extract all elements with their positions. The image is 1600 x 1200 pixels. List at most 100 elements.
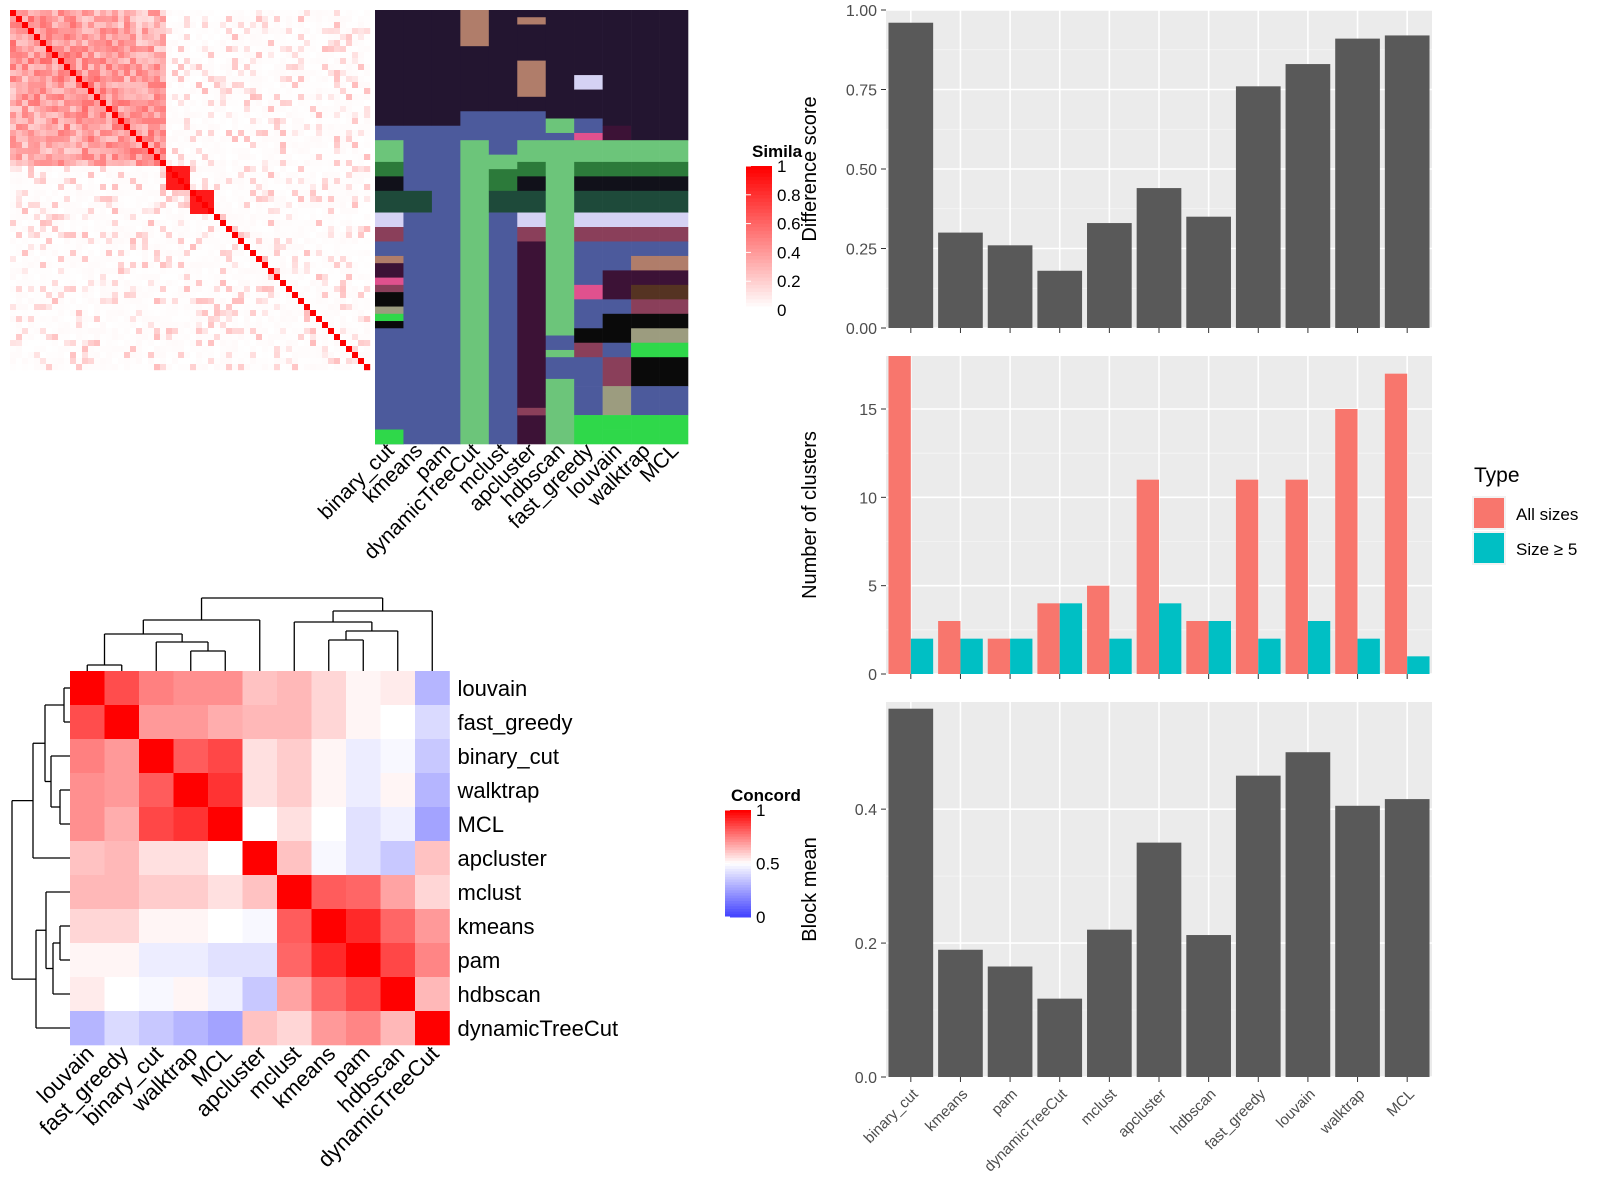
sim-cell xyxy=(148,124,155,131)
sim-cell xyxy=(172,46,179,53)
sim-cell xyxy=(70,94,77,101)
sim-cell xyxy=(340,82,347,89)
sim-cell xyxy=(358,94,365,101)
sim-cell xyxy=(298,112,305,119)
sim-cell xyxy=(214,262,221,269)
sim-cell xyxy=(160,304,167,311)
sim-cell xyxy=(46,142,53,149)
bar-all-sizes xyxy=(888,356,911,674)
sim-cell xyxy=(136,136,143,143)
sim-cell xyxy=(208,112,215,119)
sim-cell xyxy=(220,16,227,23)
sim-cell xyxy=(148,358,155,365)
sim-cell xyxy=(40,118,47,125)
sim-cell xyxy=(346,106,353,113)
sim-cell xyxy=(280,58,287,65)
sim-cell xyxy=(70,52,77,59)
sim-cell xyxy=(226,280,233,287)
sim-cell xyxy=(172,256,179,263)
sim-cell xyxy=(196,10,203,17)
sim-cell xyxy=(250,292,257,299)
sim-cell xyxy=(136,172,143,179)
sim-cell xyxy=(100,292,107,299)
sim-cell xyxy=(16,40,23,47)
sim-cell xyxy=(64,286,71,293)
sim-cell xyxy=(52,88,59,95)
sim-cell xyxy=(124,112,131,119)
sim-cell xyxy=(112,142,119,149)
sim-cell xyxy=(298,202,305,209)
sim-cell xyxy=(346,154,353,161)
method-grid-cell xyxy=(517,96,547,112)
sim-cell xyxy=(220,46,227,53)
sim-cell xyxy=(40,10,47,17)
concordance-cell xyxy=(208,909,243,944)
sim-cell xyxy=(16,136,23,143)
sim-cell xyxy=(184,292,191,299)
concordance-heatmap xyxy=(70,671,450,1046)
concordance-cell xyxy=(380,909,416,944)
sim-cell xyxy=(76,184,83,191)
sim-cell xyxy=(244,136,251,143)
sim-cell xyxy=(364,220,371,227)
sim-cell xyxy=(292,52,299,59)
conc-legend-swatch xyxy=(725,860,751,864)
sim-cell xyxy=(352,136,359,143)
bar xyxy=(938,232,983,328)
sim-cell xyxy=(70,172,77,179)
sim-cell xyxy=(250,22,257,29)
sim-cell xyxy=(82,262,89,269)
sim-cell xyxy=(100,130,107,137)
sim-cell xyxy=(100,256,107,263)
sim-cell xyxy=(304,118,311,125)
sim-cell xyxy=(184,244,191,251)
sim-cell xyxy=(70,250,77,257)
sim-cell xyxy=(22,322,29,329)
sim-cell xyxy=(160,160,167,167)
sim-cell xyxy=(268,160,275,167)
sim-cell xyxy=(82,226,89,233)
sim-cell xyxy=(52,40,59,47)
sim-cell xyxy=(76,178,83,185)
sim-cell xyxy=(52,310,59,317)
sim-cell xyxy=(88,226,95,233)
sim-cell xyxy=(184,40,191,47)
sim-cell xyxy=(352,232,359,239)
sim-cell xyxy=(184,202,191,209)
sim-cell xyxy=(58,220,65,227)
sim-cell xyxy=(10,34,17,41)
bar xyxy=(1335,38,1380,329)
sim-cell xyxy=(94,40,101,47)
sim-cell xyxy=(268,130,275,137)
sim-cell xyxy=(184,100,191,107)
sim-cell xyxy=(256,346,263,353)
method-grid-cell xyxy=(574,212,603,228)
sim-cell xyxy=(112,112,119,119)
sim-cell xyxy=(358,232,365,239)
sim-cell xyxy=(244,88,251,95)
sim-cell xyxy=(202,340,209,347)
sim-cell xyxy=(154,28,161,35)
conc-legend-swatch xyxy=(725,810,751,814)
concordance-cell xyxy=(104,909,140,944)
sim-cell xyxy=(316,64,323,71)
sim-cell xyxy=(214,22,221,29)
sim-cell xyxy=(46,148,53,155)
sim-cell xyxy=(274,280,281,287)
sim-cell xyxy=(16,22,23,29)
sim-cell xyxy=(100,346,107,353)
method-grid-cell xyxy=(375,429,404,445)
sim-cell xyxy=(130,124,137,131)
sim-cell xyxy=(220,286,227,293)
sim-cell xyxy=(34,292,41,299)
sim-cell xyxy=(142,226,149,233)
sim-cell xyxy=(76,358,83,365)
sim-cell xyxy=(334,94,341,101)
sim-cell xyxy=(316,94,323,101)
sim-cell xyxy=(358,58,365,65)
sim-cell xyxy=(46,28,53,35)
sim-cell xyxy=(88,142,95,149)
sim-cell xyxy=(154,310,161,317)
sim-cell xyxy=(268,322,275,329)
